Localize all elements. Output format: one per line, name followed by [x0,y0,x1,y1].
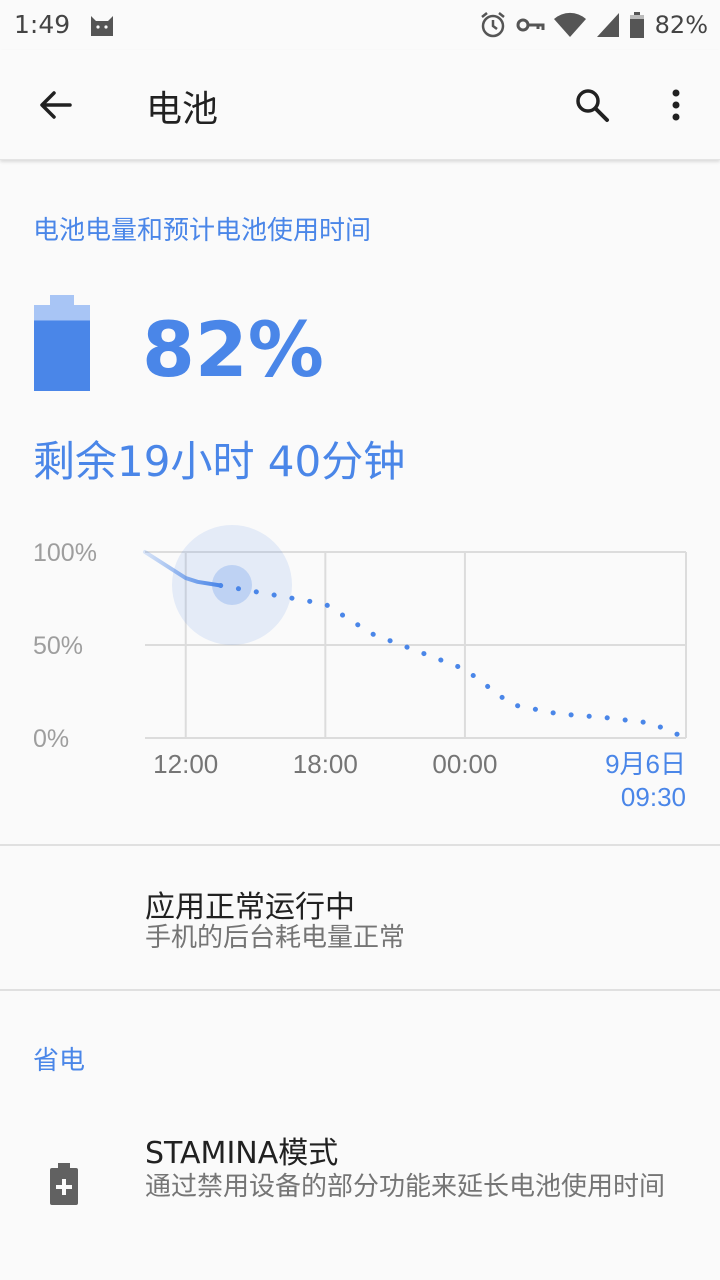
chart-grid [145,551,687,739]
stamina-subtitle: 通过禁用设备的部分功能来延长电池使用时间 [145,1172,666,1202]
stamina-mode-row[interactable]: STAMINA模式 通过禁用设备的部分功能来延长电池使用时间 [0,1110,720,1270]
app-bar: 电池 [0,50,720,160]
status-icons: 82% [479,8,708,42]
divider [0,844,720,846]
app-status-subtitle: 手机的后台耗电量正常 [145,923,406,953]
x-tick-label: 18:00 [293,749,358,779]
app-status-row[interactable]: 应用正常运行中 手机的后台耗电量正常 [0,846,720,990]
x-tick-label: 00:00 [432,749,497,779]
more-options-button[interactable] [648,77,704,133]
power-saving-header: 省电 [33,1046,86,1076]
arrow-back-icon [40,91,72,119]
status-battery-percent: 82% [654,11,708,39]
battery-section-header: 电池电量和预计电池使用时间 [33,216,372,246]
battery-icon [629,12,644,38]
page-title: 电池 [146,89,219,130]
alarm-icon [480,12,505,38]
divider [0,989,720,991]
cat-notification-icon [91,16,113,36]
search-icon [576,89,609,122]
status-time: 1:49 [14,10,71,39]
chart-x-labels: 12:00 18:00 00:00 [153,749,497,779]
chart-series [143,550,689,741]
y-tick-label: 0% [33,725,69,753]
battery-level-icon [34,295,90,391]
y-tick-label: 100% [33,539,97,567]
stamina-title: STAMINA模式 [145,1136,339,1171]
status-bar: 1:49 82% [0,0,720,50]
current-point-marker [212,565,252,605]
current-point-halo [172,525,292,645]
wifi-icon [553,12,586,38]
more-vert-icon [672,89,680,121]
search-button[interactable] [562,77,622,133]
battery-plus-icon [50,1163,78,1205]
x-tick-label: 12:00 [153,749,218,779]
y-tick-label: 50% [33,632,83,660]
back-button[interactable] [26,77,86,133]
app-status-title: 应用正常运行中 [145,890,355,925]
cell-signal-icon [596,13,619,37]
projected-usage-line [218,583,689,741]
actual-usage-line [143,550,223,588]
vpn-key-icon [516,18,545,32]
chart-y-labels: 100% 50% 0% [33,539,97,753]
x-end-label-time: 09:30 [621,782,686,812]
battery-percent: 82% [142,305,324,394]
x-end-label-date: 9月6日 [605,749,686,779]
battery-remaining-time: 剩余19小时 40分钟 [33,437,406,486]
battery-usage-chart[interactable]: 100% 50% 0% 12:00 18:00 00:00 9月6日 09:30 [0,520,720,820]
